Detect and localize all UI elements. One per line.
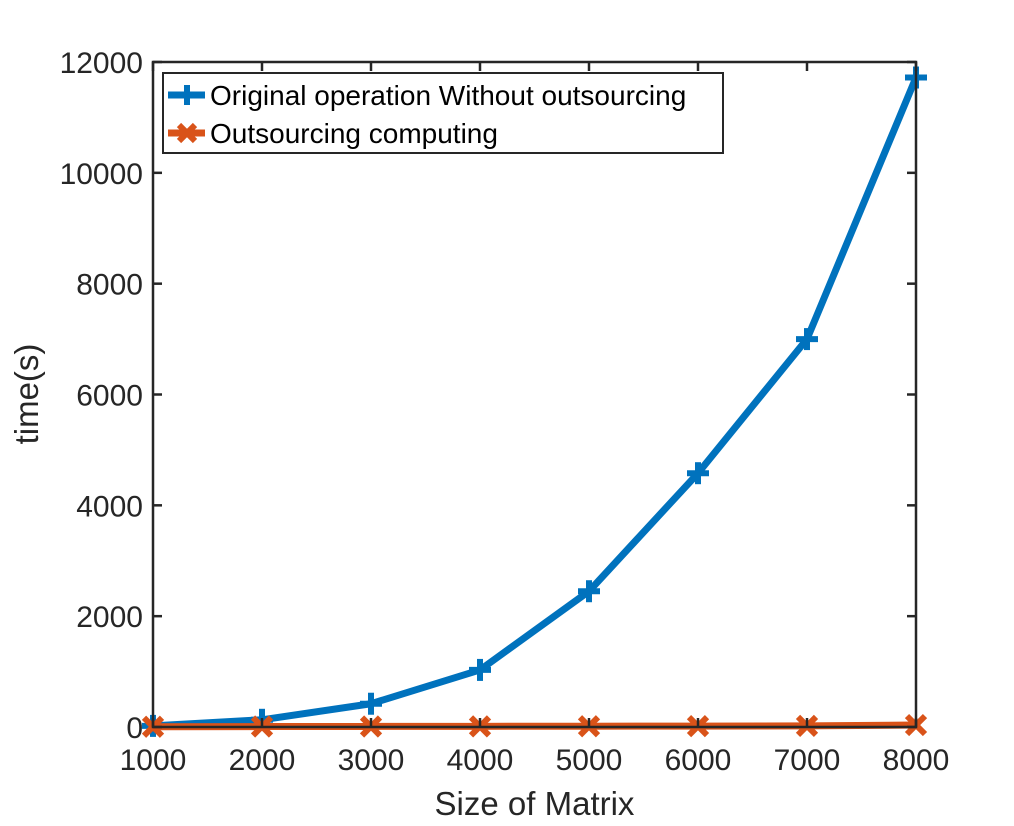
- x-axis-label: Size of Matrix: [435, 785, 635, 822]
- y-tick-label: 12000: [60, 47, 143, 80]
- series-line: [149, 74, 920, 730]
- data-point-plus-marker: [360, 692, 382, 715]
- x-tick-label: 6000: [665, 744, 732, 777]
- x-tick-label: 1000: [120, 744, 187, 777]
- data-point-plus-marker: [687, 462, 709, 485]
- x-tick-label: 8000: [883, 744, 950, 777]
- x-tick-label: 3000: [338, 744, 405, 777]
- y-tick-label: 8000: [76, 269, 143, 302]
- legend-marker-plus-icon: [177, 85, 197, 105]
- x-tick-label: 2000: [229, 744, 296, 777]
- data-point-plus-marker: [469, 658, 491, 681]
- x-tick-label: 4000: [447, 744, 514, 777]
- legend: Original operation Without outsourcing O…: [162, 72, 724, 154]
- y-tick-label: 2000: [76, 601, 143, 634]
- legend-label-outsourcing: Outsourcing computing: [210, 118, 498, 149]
- legend-box: [162, 72, 724, 154]
- y-tick-label: 10000: [60, 158, 143, 191]
- y-tick-label: 0: [126, 712, 143, 745]
- legend-label-original: Original operation Without outsourcing: [210, 80, 686, 111]
- y-tick-label: 6000: [76, 380, 143, 413]
- legend-marker-x-icon: [176, 122, 198, 144]
- tick-layer: 1000 2000 3000 4000 5000 6000 7000 8000 0 2000 400…: [60, 47, 950, 777]
- data-point-plus-marker: [796, 328, 818, 351]
- plot-area: [153, 62, 916, 727]
- y-axis-label: time(s): [8, 344, 45, 445]
- x-tick-label: 5000: [556, 744, 623, 777]
- y-tick-label: 4000: [76, 490, 143, 523]
- x-tick-label: 7000: [774, 744, 841, 777]
- data-point-plus-marker: [578, 580, 600, 603]
